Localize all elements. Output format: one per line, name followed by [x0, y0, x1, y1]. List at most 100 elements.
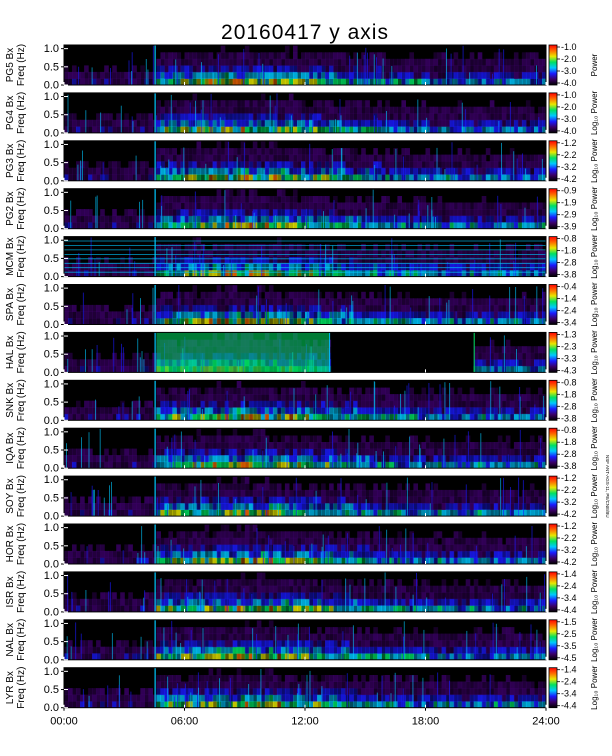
colorbar: [548, 667, 558, 709]
panel-lyr: 0.0 0.5 1.0 LYR Bx Freq (Hz) -1.4 -2.4 -3.4 -4.4…: [5, 665, 599, 715]
colorbar: [548, 284, 558, 325]
colorbar-label: Log₁₀ Power: [590, 665, 599, 710]
y-tick-label: 0.5: [44, 61, 59, 73]
colorbar: [548, 523, 558, 565]
colorbar-tick-label: -2.3: [561, 341, 577, 351]
colorbar: [548, 236, 558, 278]
colorbar-tick-label: -0.9: [561, 186, 577, 196]
colorbar-tick-label: -0.8: [561, 425, 577, 435]
y-tick-label: 1.0: [44, 426, 59, 438]
y-tick-label: 0.5: [44, 397, 59, 409]
panel-spa: 0.0 0.5 1.0 SPA Bx Freq (Hz) -0.4 -1.4 -2.4 -3.4…: [5, 282, 599, 332]
x-tick-label: 18:00: [412, 716, 440, 728]
colorbar-tick-label: -3.4: [561, 593, 577, 603]
y-tick-label: 0.5: [44, 301, 59, 313]
colorbar-tick-label: -1.8: [561, 246, 577, 256]
colorbar-tick-label: -3.8: [561, 461, 577, 471]
colorbar: [548, 619, 558, 661]
panel-iqa: 0.0 0.5 1.0 IQA Bx Freq (Hz) -0.8 -1.8 -2.8 -3.8…: [5, 425, 599, 475]
colorbar: [548, 188, 558, 230]
colorbar-label: Power: [590, 53, 599, 76]
y-tick-label: 1.0: [44, 235, 59, 247]
y-axis-label: Freq (Hz): [16, 92, 27, 134]
colorbar-tick-label: -2.4: [561, 581, 577, 591]
panel-mcm: 0.0 0.5 1.0 MCM Bx Freq (Hz) -0.8 -1.8 -2.8 -3.8…: [5, 234, 599, 284]
colorbar-tick-label: -2.5: [561, 629, 577, 639]
y-axis-label: Freq (Hz): [16, 188, 27, 230]
colorbar-tick-label: -3.0: [561, 66, 577, 76]
y-axis-label: Freq (Hz): [16, 44, 27, 86]
colorbar-tick-label: -3.9: [561, 222, 577, 232]
y-axis-label: Freq (Hz): [16, 619, 27, 661]
y-axis-label: PG3 Bx: [5, 144, 16, 178]
colorbar-tick-label: -0.8: [561, 234, 577, 244]
y-tick-label: 1.0: [44, 139, 59, 151]
spectrogram-texture: [64, 140, 546, 181]
colorbar-tick-label: -2.0: [561, 102, 577, 112]
y-tick-label: 0.5: [44, 492, 59, 504]
colorbar: [548, 331, 558, 373]
colorbar-label: Log₁₀ Power: [590, 569, 599, 614]
y-axis-label: ISR Bx: [5, 576, 16, 607]
colorbar-label: Log₁₀ Power: [590, 522, 599, 567]
y-tick-label: 0.5: [44, 109, 59, 121]
y-tick-label: 1.0: [44, 378, 59, 390]
colorbar-tick-label: -4.0: [561, 126, 577, 136]
spectrogram-texture: [64, 476, 546, 517]
colorbar-tick-label: -4.4: [561, 605, 577, 615]
colorbar-tick-label: -1.0: [561, 90, 577, 100]
colorbar: [548, 379, 558, 421]
panel-isr: 0.0 0.5 1.0 ISR Bx Freq (Hz) -1.4 -2.4 -3.4 -4.4…: [5, 569, 599, 619]
y-tick-label: 1.0: [44, 618, 59, 630]
spectrogram-texture: [64, 667, 546, 708]
side-note: NSF ANT-AGS-11, PE/CNE/BU: [605, 455, 610, 518]
y-tick-label: 0.0: [44, 127, 59, 139]
spectrogram-texture: [64, 332, 546, 373]
y-tick-label: 0.5: [44, 253, 59, 265]
colorbar-tick-label: -3.2: [561, 162, 577, 172]
spectrogram-texture: [64, 284, 546, 325]
y-tick-label: 1.0: [44, 666, 59, 678]
colorbar-tick-label: -0.4: [561, 282, 577, 292]
colorbar-tick-label: -2.2: [561, 150, 577, 160]
colorbar-label: Log₁₀ Power: [590, 474, 599, 519]
y-tick-label: 1.0: [44, 91, 59, 103]
spectrogram-texture: [64, 188, 546, 229]
colorbar-tick-label: -2.8: [561, 258, 577, 268]
spectrogram-texture: [64, 619, 546, 660]
y-axis-label: PG4 Bx: [5, 96, 16, 130]
panel-snk: 0.0 0.5 1.0 SNK Bx Freq (Hz) -0.8 -1.8 -2.8 -3.8…: [5, 377, 599, 427]
y-tick-label: 0.0: [44, 511, 59, 523]
colorbar-tick-label: -1.5: [561, 617, 577, 627]
colorbar-tick-label: -3.2: [561, 545, 577, 555]
colorbar-tick-label: -2.8: [561, 401, 577, 411]
y-axis-label: SNK Bx: [5, 383, 16, 418]
colorbar-tick-label: -4.3: [561, 365, 577, 375]
x-tick-label: 12:00: [291, 716, 319, 728]
colorbar: [548, 140, 558, 182]
y-axis-label: Freq (Hz): [16, 140, 27, 182]
spectrogram-texture: [64, 380, 546, 421]
spectrogram-texture: [64, 45, 546, 85]
colorbar-tick-label: -0.8: [561, 377, 577, 387]
y-axis-label: Freq (Hz): [16, 475, 27, 517]
colorbar: [548, 92, 558, 134]
colorbar-label: Log₁₀ Power: [590, 186, 599, 231]
y-tick-label: 1.0: [44, 187, 59, 199]
y-tick-label: 0.5: [44, 349, 59, 361]
colorbar-tick-label: -2.2: [561, 485, 577, 495]
y-tick-label: 1.0: [44, 474, 59, 486]
colorbar-tick-label: -3.8: [561, 270, 577, 280]
panel-pg5: 0.0 0.5 1.0 PG5 Bx Freq (Hz) -1.0 -2.0 -3.0 -4.0…: [5, 42, 599, 92]
figure-title: 20160417 y axis: [221, 21, 389, 44]
x-tick-label: 06:00: [171, 716, 199, 728]
y-tick-label: 0.5: [44, 684, 59, 696]
y-tick-label: 0.0: [44, 367, 59, 379]
y-axis-label: Freq (Hz): [16, 427, 27, 469]
colorbar-tick-label: -3.8: [561, 413, 577, 423]
colorbar-tick-label: -1.2: [561, 473, 577, 483]
y-tick-label: 0.0: [44, 319, 59, 331]
y-tick-label: 0.0: [44, 606, 59, 618]
colorbar-tick-label: -3.5: [561, 641, 577, 651]
x-tick-label: 00:00: [50, 716, 78, 728]
